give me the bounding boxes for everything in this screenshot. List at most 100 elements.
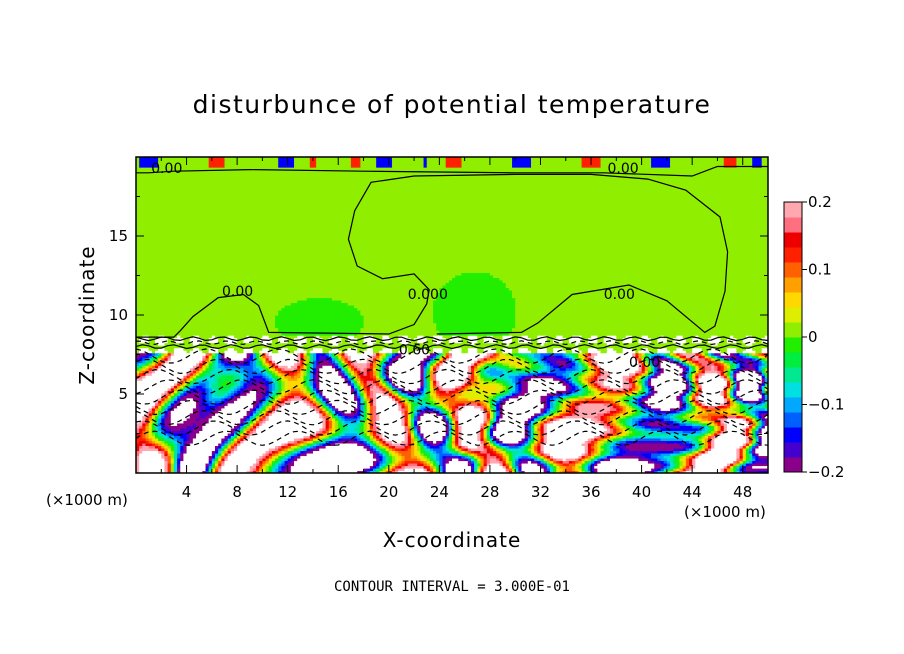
field-cell — [259, 465, 263, 469]
field-cell — [158, 405, 162, 409]
field-cell — [600, 365, 640, 369]
field-cell — [733, 365, 737, 369]
field-cell — [439, 382, 463, 386]
field-cell — [568, 397, 576, 401]
field-cell — [170, 430, 194, 434]
field-cell — [281, 387, 286, 391]
field-cell — [483, 430, 488, 434]
field-cell — [689, 387, 693, 391]
field-cell — [230, 440, 235, 444]
field-cell — [357, 400, 361, 404]
field-cell — [439, 387, 444, 391]
field-cell — [692, 385, 696, 389]
field-cell — [657, 362, 662, 366]
field-cell — [452, 457, 459, 462]
field-cell — [363, 387, 368, 391]
field-cell — [373, 437, 377, 441]
field-cell — [486, 362, 494, 366]
field-cell — [388, 447, 393, 452]
field-cell — [439, 395, 456, 399]
field-cell — [512, 395, 519, 399]
field-cell — [404, 455, 412, 459]
field-cell — [505, 467, 510, 472]
field-cell — [202, 385, 207, 389]
field-cell — [373, 470, 377, 473]
field-cell — [256, 425, 260, 429]
field-cell — [180, 465, 207, 469]
field-cell — [205, 372, 213, 376]
field-cell — [717, 432, 722, 436]
field-cell — [578, 462, 583, 467]
field-cell — [252, 422, 257, 426]
field-cell — [173, 382, 178, 386]
field-cell — [442, 402, 447, 406]
field-cell — [151, 417, 156, 421]
field-cell — [666, 422, 674, 426]
field-cell — [701, 440, 706, 444]
field-cell — [306, 375, 311, 379]
field-cell — [164, 455, 169, 459]
field-cell — [591, 395, 617, 399]
field-cell — [363, 405, 368, 409]
field-cell — [622, 410, 627, 414]
field-cell — [341, 375, 346, 379]
field-cell — [177, 392, 181, 396]
field-cell — [685, 365, 690, 369]
field-cell — [208, 462, 213, 467]
field-cell — [632, 440, 668, 444]
field-cell — [587, 367, 592, 371]
field-cell — [167, 415, 172, 419]
field-cell — [256, 430, 317, 434]
field-cell — [391, 440, 403, 444]
field-cell — [382, 462, 387, 467]
field-cell — [670, 410, 677, 414]
field-cell — [559, 367, 567, 371]
field-cell — [439, 410, 444, 414]
field-cell — [385, 465, 390, 469]
field-cell — [493, 405, 497, 409]
field-cell — [676, 465, 681, 469]
field-cell — [398, 387, 403, 391]
field-cell — [575, 462, 579, 467]
field-cell — [654, 410, 662, 414]
field-cell — [745, 455, 750, 459]
field-cell — [764, 417, 768, 421]
field-cell — [736, 377, 763, 381]
field-cell — [704, 410, 722, 414]
field-cell — [594, 447, 598, 452]
field-cell — [151, 407, 156, 411]
field-cell — [278, 372, 282, 376]
field-cell — [275, 405, 279, 409]
field-cell — [644, 392, 649, 396]
field-cell — [575, 382, 579, 386]
field-cell — [275, 387, 279, 391]
field-cell — [689, 370, 693, 374]
field-cell — [246, 372, 263, 376]
field-cell — [357, 382, 361, 386]
field-cell — [752, 445, 756, 449]
field-cell — [158, 430, 162, 434]
field-cell — [297, 365, 301, 369]
field-cell — [275, 372, 279, 376]
field-cell — [673, 447, 684, 452]
field-cell — [521, 457, 532, 462]
field-cell — [249, 415, 254, 419]
field-cell — [537, 415, 542, 419]
field-cell — [186, 372, 191, 376]
field-cell — [417, 410, 421, 414]
field-cell — [407, 397, 412, 401]
field-cell — [303, 370, 308, 374]
field-cell — [439, 457, 444, 462]
field-cell — [186, 377, 191, 381]
field-cell — [177, 465, 181, 469]
field-cell — [233, 382, 238, 386]
field-cell — [584, 460, 589, 464]
field-cell — [628, 387, 633, 391]
field-cell — [281, 380, 286, 384]
field-cell — [625, 397, 630, 401]
field-cell — [764, 397, 768, 401]
field-cell — [666, 462, 671, 467]
field-cell — [161, 412, 166, 416]
field-cell — [237, 427, 241, 431]
field-cell — [429, 377, 434, 381]
